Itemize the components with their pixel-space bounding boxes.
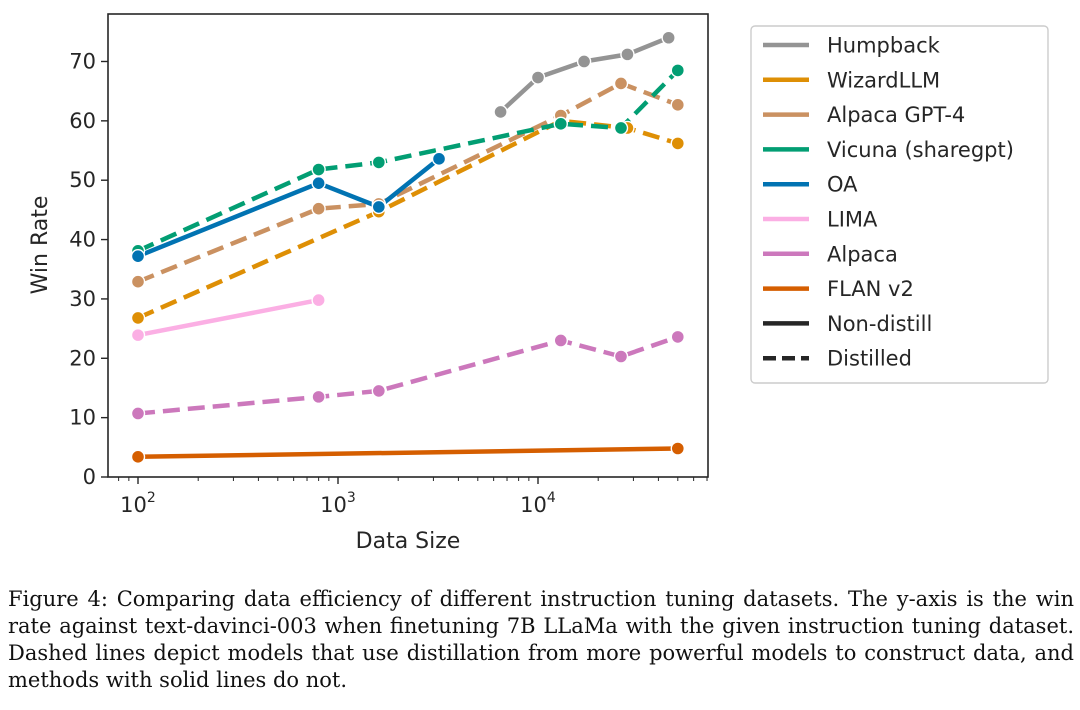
data-point-vicuna-sharegpt (553, 116, 568, 132)
series-line-lima (137, 297, 320, 338)
data-point-vicuna-sharegpt (311, 162, 326, 177)
series-line-flan-v2 (137, 446, 678, 460)
data-point-alpaca (371, 383, 387, 399)
data-point-flan-v2 (130, 449, 146, 465)
series-line-alpaca-gpt-4 (137, 81, 679, 284)
y-tick-label: 20 (69, 346, 96, 370)
y-tick-labels: 0 10 20 30 40 50 60 70 (69, 49, 96, 489)
y-axis-label: Win Rate (28, 196, 53, 295)
data-point-oa (311, 175, 326, 191)
legend-label-non-distill: Non-distill (827, 312, 932, 336)
y-tick-label: 50 (69, 168, 96, 192)
legend-label-alpaca-gpt-4: Alpaca GPT-4 (827, 103, 965, 127)
plot-frame (107, 13, 709, 478)
data-point-alpaca (613, 349, 629, 364)
figure-caption: Figure 4: Comparing data efficiency of d… (8, 587, 1074, 692)
data-point-vicuna-sharegpt (613, 120, 629, 136)
data-point-wizardllm (670, 136, 685, 151)
data-point-humpback (493, 104, 508, 120)
data-point-oa (130, 248, 146, 264)
data-point-lima (311, 292, 326, 308)
y-tick-label: 10 (69, 406, 96, 430)
data-point-vicuna-sharegpt (670, 63, 685, 78)
y-tick-label: 40 (69, 228, 96, 252)
legend-label-wizardllm: WizardLLM (827, 68, 940, 92)
data-point-lima (130, 327, 146, 343)
legend-frame (750, 25, 1049, 384)
series-markers (130, 30, 685, 465)
legend-label-vicuna-sharegpt: Vicuna (sharegpt) (827, 138, 1014, 162)
legend-label-alpaca: Alpaca (827, 242, 898, 266)
data-point-humpback (530, 70, 546, 85)
chart: 0 10 20 30 40 50 60 70 102 103 104 Data Size Win … (28, 13, 1049, 554)
x-tick-label: 104 (520, 490, 556, 517)
data-point-humpback (620, 47, 635, 62)
legend-label-flan-v2: FLAN v2 (827, 277, 914, 301)
y-tick-label: 30 (69, 287, 96, 311)
series-lines (137, 35, 680, 460)
data-point-vicuna-sharegpt (371, 155, 387, 170)
x-axis-label: Data Size (356, 529, 461, 554)
legend-label-lima: LIMA (827, 208, 878, 232)
data-point-oa (431, 151, 447, 167)
data-point-alpaca-gpt-4 (311, 201, 326, 216)
legend-label-oa: OA (827, 173, 858, 197)
data-point-alpaca-gpt-4 (613, 76, 629, 91)
series-line-alpaca (137, 334, 679, 416)
y-tick-label: 0 (83, 465, 96, 489)
data-point-alpaca-gpt-4 (670, 97, 685, 113)
data-point-alpaca-gpt-4 (130, 274, 146, 289)
legend-label-humpback: Humpback (827, 34, 941, 58)
data-point-oa (371, 199, 387, 215)
x-tick-labels: 102 103 104 (120, 490, 556, 517)
legend: Humpback WizardLLM Alpaca GPT-4 Vicuna (sha… (750, 25, 1049, 384)
data-point-alpaca (311, 389, 326, 405)
data-point-alpaca (670, 329, 685, 345)
y-tick-label: 70 (69, 49, 96, 73)
data-point-alpaca (130, 406, 146, 421)
series-line-oa (137, 157, 441, 259)
data-point-humpback (576, 54, 592, 69)
data-point-flan-v2 (670, 441, 685, 456)
data-point-humpback (661, 30, 676, 45)
x-tick-label: 102 (120, 490, 156, 517)
series-line-vicuna-sharegpt (137, 68, 680, 253)
legend-label-distilled: Distilled (827, 347, 912, 371)
y-tick-label: 60 (69, 109, 96, 133)
data-point-wizardllm (130, 310, 146, 326)
series-line-wizardllm (137, 118, 679, 320)
x-tick-label: 103 (320, 490, 356, 517)
data-point-alpaca (553, 333, 568, 348)
